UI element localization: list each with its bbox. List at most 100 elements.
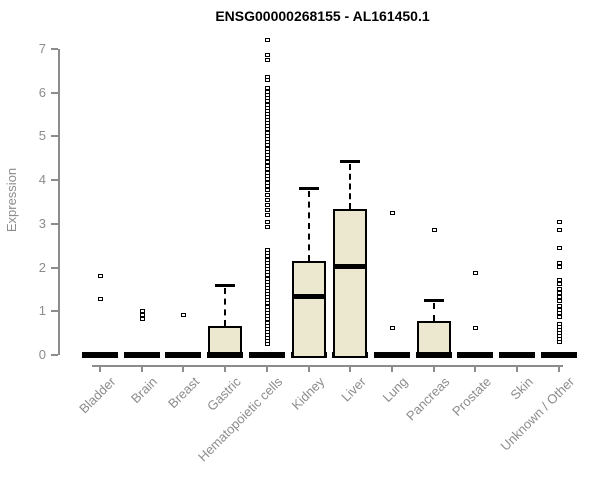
zero-bar-Breast (165, 352, 202, 358)
outlier-point (98, 297, 103, 302)
median-Gastric (208, 351, 243, 357)
outlier-point (556, 265, 562, 270)
x-axis-tick (516, 365, 518, 372)
zero-bar-Brain (123, 352, 160, 358)
outlier-point (556, 340, 562, 345)
outlier-point (556, 282, 562, 287)
x-tick-label: Prostate (449, 374, 494, 419)
y-axis-tick (51, 135, 58, 138)
y-tick-label: 1 (38, 303, 46, 319)
y-axis-tick (51, 179, 58, 182)
outlier-point (556, 228, 562, 233)
zero-bar-Prostate (457, 352, 494, 358)
x-tick-label: Pancreas (402, 374, 453, 424)
outlier-point (264, 225, 270, 230)
y-axis-tick (51, 354, 58, 356)
x-axis-tick (99, 365, 101, 372)
outlier-point (139, 316, 145, 321)
whisker-Kidney (307, 191, 310, 261)
outlier-point (98, 273, 103, 278)
outlier-point (264, 38, 270, 43)
x-tick-label: Skin (507, 374, 536, 403)
x-tick-label: Gastric (203, 374, 244, 414)
x-axis-tick (140, 365, 143, 372)
outlier-point (556, 298, 562, 303)
y-tick-label: 7 (38, 41, 46, 57)
x-tick-label: Liver (338, 374, 369, 405)
whisker-cap-Gastric (215, 284, 236, 288)
outlier-point (556, 245, 562, 250)
outlier-point (556, 277, 562, 282)
x-axis-tick (182, 365, 185, 372)
outlier-point (264, 220, 270, 225)
whisker-cap-Liver (340, 159, 361, 163)
outlier-point (556, 294, 562, 299)
x-axis-tick (349, 365, 352, 372)
whisker-Pancreas (432, 302, 435, 321)
y-axis-tick (51, 310, 58, 313)
outlier-point (264, 52, 270, 57)
outlier-point (181, 313, 187, 318)
median-Liver (333, 263, 368, 269)
outlier-point (431, 227, 437, 232)
outlier-point (556, 261, 562, 266)
outlier-point (264, 57, 270, 62)
outlier-point (264, 197, 270, 202)
zero-bar-Skin (499, 352, 535, 358)
x-axis-tick (307, 365, 310, 372)
x-axis-tick (474, 365, 477, 372)
whisker-Gastric (224, 288, 227, 327)
median-Kidney (291, 294, 326, 300)
outlier-point (556, 314, 562, 319)
zero-bar-Lung (373, 352, 410, 358)
outlier-point (556, 219, 562, 224)
x-axis-tick (224, 365, 227, 372)
y-tick-label: 2 (38, 259, 46, 275)
x-tick-label: Bladder (76, 374, 119, 417)
x-tick-label: Breast (164, 374, 203, 412)
outlier-point (389, 210, 395, 215)
median-Pancreas (416, 351, 451, 357)
outlier-point (473, 270, 479, 275)
box-Kidney (291, 261, 326, 358)
chart-title: ENSG00000268155 - AL161450.1 (215, 8, 430, 24)
x-tick-label: Unknown / Other (497, 374, 578, 454)
outlier-point (139, 309, 145, 314)
outlier-point (556, 286, 562, 291)
y-tick-label: 4 (38, 172, 46, 188)
outlier-point (264, 207, 270, 212)
outlier-point (264, 187, 270, 192)
y-axis-tick (51, 91, 58, 94)
x-axis-tick (390, 365, 393, 372)
whisker-cap-Kidney (298, 187, 319, 191)
x-tick-label: Kidney (288, 374, 328, 413)
outlier-point (264, 77, 270, 82)
x-axis-line (92, 365, 563, 367)
outlier-point (473, 325, 479, 330)
zero-bar-Bladder (82, 352, 118, 358)
outlier-point (389, 325, 395, 330)
zero-bar-Hematopoietic cells (248, 352, 285, 358)
outlier-point (556, 290, 562, 295)
y-tick-label: 0 (38, 347, 46, 362)
box-Liver (333, 209, 368, 358)
outlier-point (264, 203, 270, 208)
y-tick-label: 5 (38, 128, 46, 144)
outlier-point (264, 213, 270, 218)
outlier-point (264, 159, 270, 164)
outlier-point (264, 342, 270, 347)
x-axis-tick (432, 365, 435, 372)
y-axis-line (58, 49, 60, 355)
whisker-Liver (349, 163, 352, 209)
whisker-cap-Pancreas (423, 298, 444, 302)
outlier-point (264, 85, 270, 90)
x-axis-tick (265, 365, 268, 372)
x-tick-label: Lung (379, 374, 411, 406)
y-tick-label: 3 (38, 215, 46, 231)
y-axis-label: Expression (4, 167, 19, 233)
y-axis-tick (51, 266, 58, 269)
y-tick-label: 6 (38, 84, 46, 100)
outlier-point (264, 193, 270, 198)
zero-bar-Unknown / Other (540, 352, 577, 358)
